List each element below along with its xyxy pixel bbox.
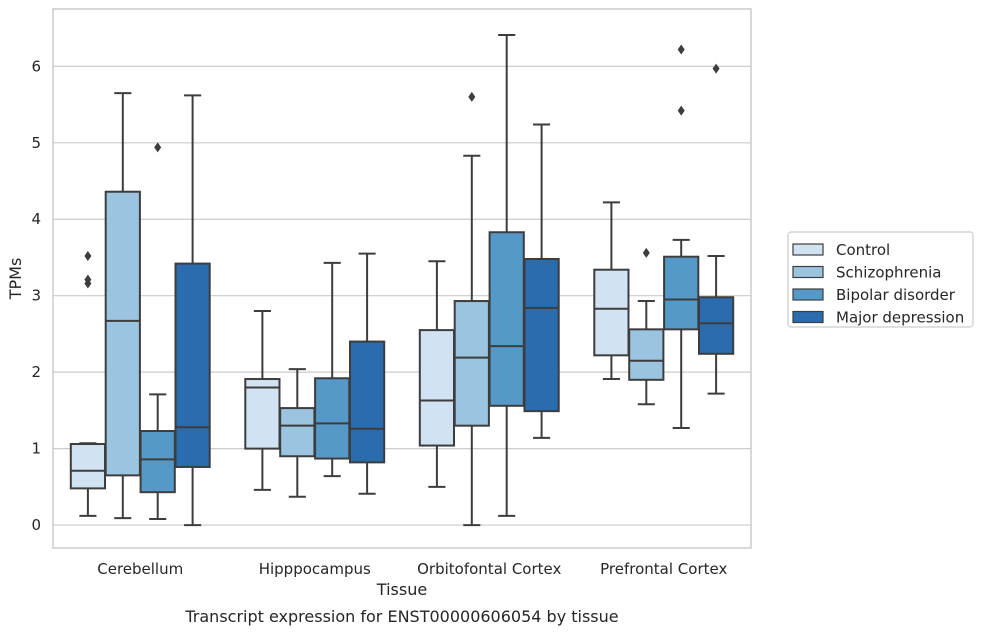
y-tick-label: 5 (31, 134, 41, 152)
box-iqr (628, 328, 665, 381)
box-major-depression (348, 252, 386, 495)
chart-caption: Transcript expression for ENST0000060605… (184, 607, 618, 626)
x-tick-label: Prefrontal Cortex (600, 560, 727, 578)
box-bipolar-disorder (488, 33, 525, 517)
box-iqr (314, 377, 351, 460)
legend-label: Major depression (836, 309, 964, 327)
box-iqr (418, 329, 456, 447)
y-tick-label: 1 (31, 440, 41, 458)
outlier-marker (84, 250, 92, 261)
box-schizophrenia (453, 91, 490, 527)
box-iqr (244, 378, 281, 450)
outlier-marker (642, 247, 650, 258)
box-schizophrenia (104, 92, 141, 520)
box-iqr (279, 407, 316, 458)
box-control (244, 309, 281, 491)
box-bipolar-disorder (139, 142, 176, 520)
legend-frame (787, 231, 974, 328)
x-axis-label: Tissue (376, 580, 427, 599)
box-control (418, 260, 456, 488)
box-major-depression (174, 94, 211, 527)
box-control (69, 250, 107, 517)
box-iqr (453, 300, 490, 427)
outlier-marker (712, 63, 720, 74)
outlier-marker (677, 44, 685, 55)
box-iqr (488, 231, 525, 407)
y-tick-label: 6 (31, 57, 41, 75)
box-iqr (104, 190, 141, 477)
box-plot-area (69, 33, 735, 527)
box-control (593, 201, 630, 381)
box-iqr (174, 262, 211, 468)
box-iqr (663, 255, 700, 331)
box-major-depression (697, 63, 735, 395)
box-iqr (697, 296, 735, 355)
outlier-marker (84, 278, 92, 289)
x-axis-ticks: Cerebellum Hipppocampus Orbitofontal Corte… (97, 560, 727, 578)
y-axis-label: TPMs (6, 258, 25, 301)
box-iqr (593, 268, 630, 357)
y-tick-label: 2 (31, 363, 41, 381)
y-tick-label: 4 (31, 210, 41, 228)
box-iqr (69, 443, 107, 490)
x-tick-label: Hipppocampus (259, 560, 371, 578)
legend-swatch (792, 288, 824, 301)
box-bipolar-disorder (663, 44, 700, 429)
box-schizophrenia (628, 247, 665, 406)
plot-frame (52, 8, 752, 549)
outlier-marker (154, 142, 162, 153)
outlier-marker (677, 105, 685, 116)
box-major-depression (523, 123, 560, 439)
x-tick-label: Orbitofontal Cortex (417, 560, 561, 578)
y-tick-label: 3 (31, 287, 41, 305)
legend-swatch (792, 265, 824, 279)
box-iqr (139, 430, 176, 494)
legend-label: Schizophrenia (836, 264, 941, 282)
box-bipolar-disorder (314, 261, 351, 478)
y-axis-ticks: 0 1 2 3 4 5 6 (31, 57, 41, 534)
box-iqr (348, 340, 386, 464)
legend-swatch (792, 310, 824, 324)
legend: Control Schizophrenia Bipolar disorder Majo… (787, 231, 974, 328)
outlier-marker (468, 91, 476, 102)
y-tick-label: 0 (31, 516, 41, 534)
legend-swatch (792, 243, 824, 256)
x-tick-label: Cerebellum (97, 560, 183, 578)
box-iqr (523, 258, 560, 413)
legend-label: Control (836, 241, 890, 259)
box-schizophrenia (279, 368, 316, 498)
legend-label: Bipolar disorder (836, 286, 956, 304)
